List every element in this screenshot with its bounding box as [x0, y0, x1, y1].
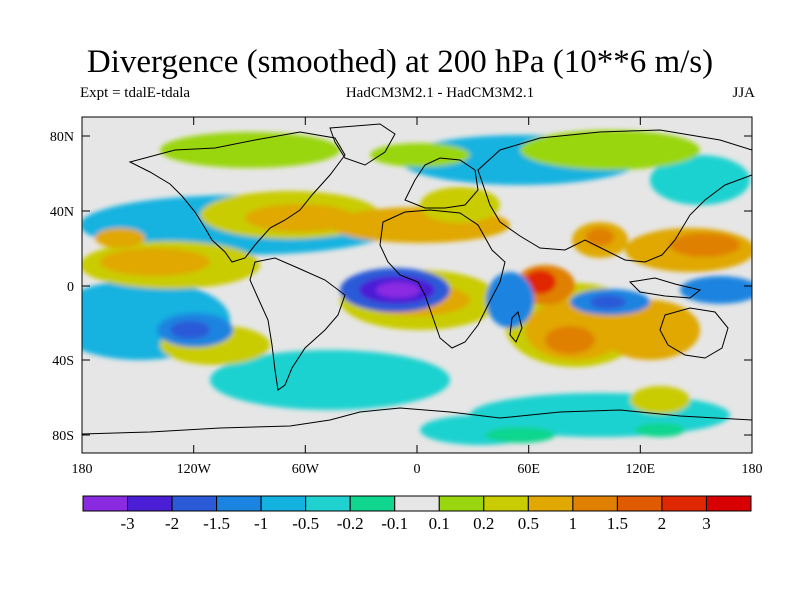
- x-tick-label: 120W: [177, 462, 212, 477]
- colorbar-swatch: [394, 495, 440, 512]
- colorbar-swatch: [616, 495, 663, 512]
- australia-coast: [659, 307, 729, 359]
- divergence-field: [82, 130, 752, 445]
- season-label: JJA: [732, 85, 755, 101]
- field-blob: [635, 423, 685, 437]
- field-blob: [170, 321, 210, 339]
- field-blob: [100, 248, 210, 276]
- colorbar-swatch: [527, 495, 574, 512]
- colorbar-label: 1.5: [607, 514, 628, 533]
- x-tick-label: 180: [742, 462, 763, 477]
- south-america-coast: [249, 257, 346, 391]
- x-tick-label: 60W: [292, 462, 320, 477]
- field-blob: [420, 187, 500, 223]
- antarctica-coast: [82, 407, 752, 435]
- madagascar-coast: [509, 311, 523, 343]
- colorbar-label: 2: [658, 514, 667, 533]
- field-blob: [376, 282, 420, 298]
- colorbar-swatch: [438, 495, 485, 512]
- tick-marks: [81, 117, 753, 453]
- north-america-coast: [128, 131, 346, 263]
- field-blob: [160, 132, 340, 168]
- field-blob: [524, 270, 556, 294]
- colorbar-label: 0.2: [473, 514, 494, 533]
- indonesia-coast: [628, 277, 702, 299]
- colorbar-swatch: [82, 495, 129, 512]
- colorbar-label: -1: [254, 514, 268, 533]
- field-blob: [245, 204, 355, 232]
- x-tick-label: 60E: [517, 462, 540, 477]
- colorbar-label: -1.5: [203, 514, 230, 533]
- colorbar-label: 0.5: [518, 514, 539, 533]
- colorbar-swatch: [349, 495, 396, 512]
- colorbar-label: -0.5: [292, 514, 319, 533]
- y-tick-label: 80N: [50, 130, 74, 145]
- asia-coast: [477, 129, 752, 263]
- colorbar-swatch: [216, 495, 262, 512]
- chart-title: Divergence (smoothed) at 200 hPa (10**6 …: [86, 44, 714, 80]
- field-blob: [600, 300, 700, 360]
- model-label: HadCM3M2.1 - HadCM3M2.1: [345, 85, 535, 101]
- colorbar-swatch: [572, 495, 618, 512]
- greenland-coast: [329, 123, 396, 166]
- y-tick-label: 80S: [52, 429, 74, 444]
- field-blob: [630, 386, 690, 414]
- field-blob: [485, 427, 555, 443]
- colorbar-swatch: [705, 495, 752, 512]
- colorbar-swatch: [661, 495, 707, 512]
- colorbar-label: -2: [165, 514, 179, 533]
- field-blob: [545, 326, 595, 354]
- colorbar-label: 1: [569, 514, 578, 533]
- colorbar-label: -3: [120, 514, 134, 533]
- field-blob: [650, 155, 750, 205]
- field-blob: [370, 143, 470, 167]
- colorbar-swatch: [305, 495, 351, 512]
- field-blob: [586, 228, 614, 246]
- colorbar-swatch: [483, 495, 529, 512]
- field-blob: [520, 130, 700, 170]
- colorbar: -3 -2 -1.5 -1 -0.5 -0.2 -0.1 0.1 0.2 0.5 1 1.5 2 3: [82, 495, 752, 533]
- y-tick-label: 40N: [50, 205, 74, 220]
- x-tick-label: 180: [72, 462, 93, 477]
- colorbar-label: 0.1: [429, 514, 450, 533]
- field-blob: [590, 295, 626, 309]
- field-blob: [670, 233, 740, 257]
- x-tick-label: 120E: [626, 462, 656, 477]
- colorbar-swatch: [127, 495, 173, 512]
- field-blob: [95, 228, 145, 248]
- y-tick-label: 40S: [52, 354, 74, 369]
- field-blob: [486, 272, 534, 328]
- colorbar-label: -0.2: [337, 514, 364, 533]
- africa-coast: [379, 209, 506, 349]
- experiment-label: Expt = tdalE-tdala: [80, 85, 191, 101]
- x-tick-label: 0: [414, 462, 421, 477]
- europe-coast: [404, 157, 479, 209]
- field-blob: [210, 350, 450, 410]
- y-tick-label: 0: [67, 280, 74, 295]
- colorbar-swatch: [171, 495, 218, 512]
- colorbar-swatch: [260, 495, 307, 512]
- colorbar-label: 3: [702, 514, 711, 533]
- coastlines: [82, 123, 752, 435]
- colorbar-label: -0.1: [381, 514, 408, 533]
- field-blob: [680, 276, 752, 304]
